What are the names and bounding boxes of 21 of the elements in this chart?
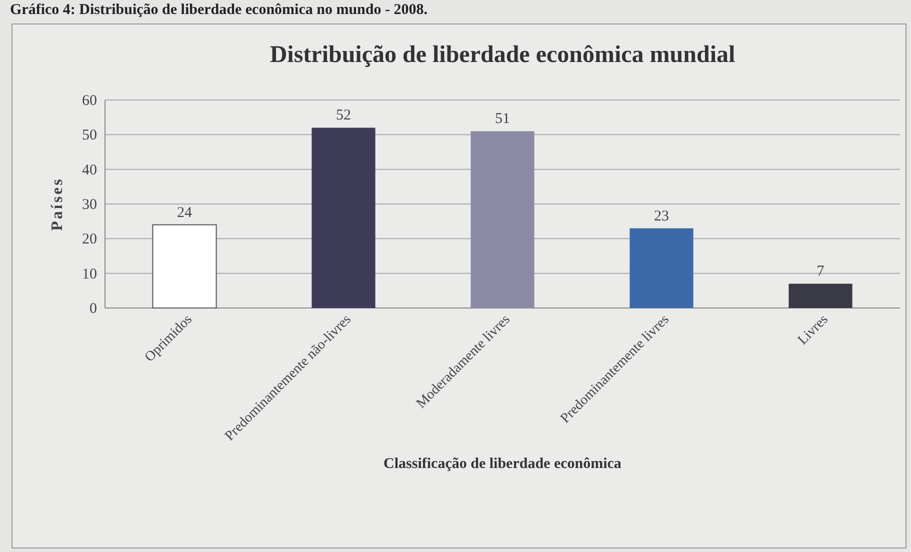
y-tick-label: 50 xyxy=(82,128,97,144)
y-axis-title: Países xyxy=(49,177,66,231)
data-label: 51 xyxy=(495,111,510,128)
y-tick-label: 40 xyxy=(82,162,97,178)
chart-title: Distribuição de liberdade econômica mundial xyxy=(270,42,736,68)
data-label: 7 xyxy=(816,264,825,280)
data-label: 52 xyxy=(336,108,351,124)
bar xyxy=(788,284,852,308)
data-label: 24 xyxy=(177,204,192,221)
x-axis-title: Classificação de liberdade econômica xyxy=(384,456,622,472)
bar xyxy=(470,131,534,308)
bar xyxy=(312,128,376,308)
data-label: 23 xyxy=(654,208,669,224)
y-tick-label: 0 xyxy=(90,301,97,317)
text: Gráfico 4: Distribuição de liberdade econômica no mundo - 2008. xyxy=(10,2,428,18)
bar xyxy=(630,228,694,308)
bar xyxy=(152,224,217,308)
y-tick-label: 30 xyxy=(82,197,97,213)
y-tick-label: 10 xyxy=(82,266,97,282)
y-tick-label: 60 xyxy=(82,93,97,109)
y-tick-label: 20 xyxy=(82,232,97,248)
